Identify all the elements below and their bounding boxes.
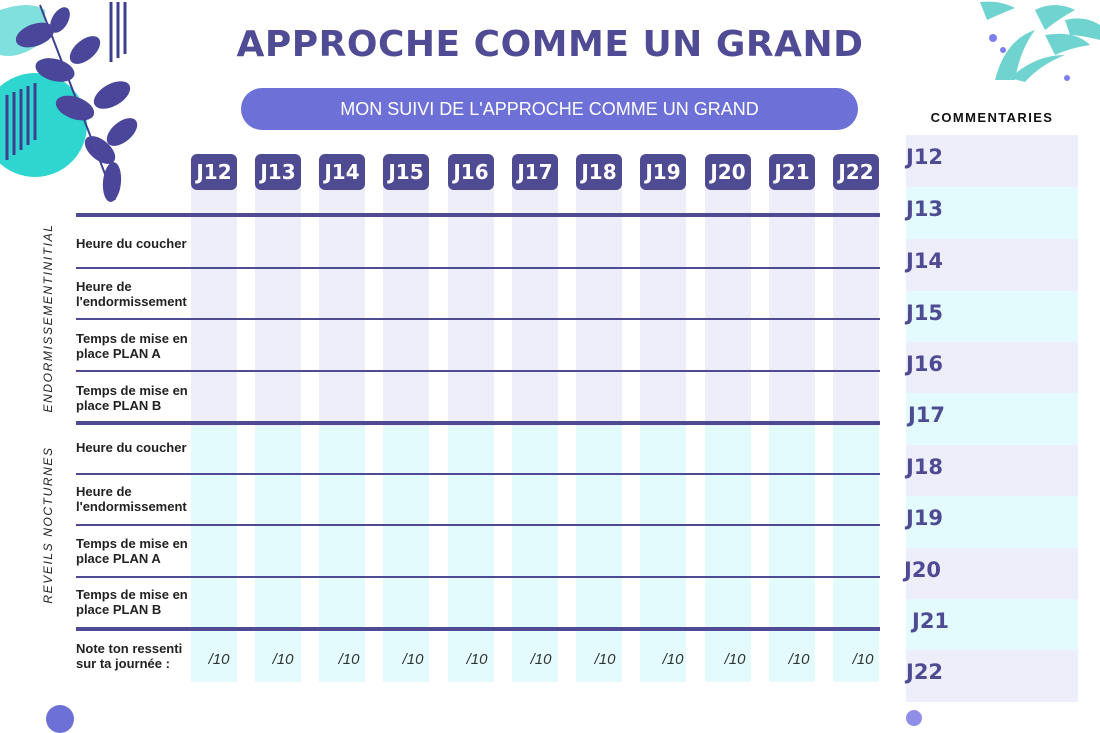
score-cell[interactable]: /10 xyxy=(594,651,616,668)
row-label: Temps de mise en place PLAN A xyxy=(76,536,188,566)
col-bg-top xyxy=(255,186,301,426)
row-label: Heure de l'endormissement xyxy=(76,484,187,514)
comments-title: COMMENTARIES xyxy=(930,110,1054,125)
comment-row[interactable]: J13 xyxy=(906,187,1078,239)
comment-day-label: J13 xyxy=(906,197,944,221)
col-bg-bottom xyxy=(769,426,815,682)
col-bg-bottom xyxy=(448,426,494,682)
col-bg-top xyxy=(383,186,429,426)
divider xyxy=(76,576,880,578)
col-bg-bottom xyxy=(255,426,301,682)
comment-row[interactable]: J16 xyxy=(906,342,1078,394)
dot-decoration-bottom-right xyxy=(906,710,922,726)
score-cell[interactable]: /10 xyxy=(466,651,488,668)
col-bg-top xyxy=(512,186,558,426)
comment-day-label: J16 xyxy=(906,352,944,376)
row-label: Temps de mise en place PLAN B xyxy=(76,383,188,413)
col-bg-bottom xyxy=(512,426,558,682)
leaf-decoration-top-right xyxy=(980,1,1100,82)
score-cell[interactable]: /10 xyxy=(208,651,230,668)
score-cell[interactable]: /10 xyxy=(402,651,424,668)
col-bg-bottom xyxy=(833,426,879,682)
day-header: J22 xyxy=(833,154,879,190)
comment-row[interactable]: J21 xyxy=(906,599,1078,651)
day-header: J12 xyxy=(191,154,237,190)
col-bg-top xyxy=(705,186,751,426)
col-bg-bottom xyxy=(576,426,622,682)
section-label-night: REVEILS NOCTURNES xyxy=(41,446,55,604)
col-bg-top xyxy=(191,186,237,426)
col-bg-bottom xyxy=(705,426,751,682)
page-title: APPROCHE COMME UN GRAND xyxy=(236,24,864,65)
col-bg-bottom xyxy=(191,426,237,682)
divider xyxy=(76,370,880,372)
score-cell[interactable]: /10 xyxy=(530,651,552,668)
row-label: Heure du coucher xyxy=(76,236,187,251)
day-header: J16 xyxy=(448,154,494,190)
day-header: J21 xyxy=(769,154,815,190)
col-bg-top xyxy=(576,186,622,426)
comment-day-label: J18 xyxy=(906,455,944,479)
divider xyxy=(76,627,880,631)
row-label: Heure du coucher xyxy=(76,440,187,455)
comment-day-label: J21 xyxy=(912,609,950,633)
score-cell[interactable]: /10 xyxy=(662,651,684,668)
divider xyxy=(76,318,880,320)
comment-day-label: J14 xyxy=(906,249,944,273)
col-bg-top xyxy=(640,186,686,426)
col-bg-bottom xyxy=(319,426,365,682)
score-cell[interactable]: /10 xyxy=(338,651,360,668)
col-bg-top xyxy=(769,186,815,426)
divider xyxy=(76,473,880,475)
comment-row[interactable]: J19 xyxy=(906,496,1078,548)
col-bg-top xyxy=(319,186,365,426)
comment-day-label: J22 xyxy=(906,660,944,684)
day-header: J13 xyxy=(255,154,301,190)
col-bg-top xyxy=(448,186,494,426)
day-header: J15 xyxy=(383,154,429,190)
col-bg-bottom xyxy=(383,426,429,682)
dot-decoration-bottom-left xyxy=(46,705,74,733)
divider xyxy=(76,213,880,217)
divider xyxy=(76,524,880,526)
leaf-decoration-top-left xyxy=(0,2,138,202)
divider xyxy=(76,267,880,269)
comment-row[interactable]: J17 xyxy=(906,393,1078,445)
subtitle-banner: MON SUIVI DE L'APPROCHE COMME UN GRAND xyxy=(241,88,858,130)
score-cell[interactable]: /10 xyxy=(788,651,810,668)
comment-row[interactable]: J22 xyxy=(906,650,1078,702)
score-cell[interactable]: /10 xyxy=(272,651,294,668)
row-label: Temps de mise en place PLAN B xyxy=(76,587,188,617)
day-header: J17 xyxy=(512,154,558,190)
score-cell[interactable]: /10 xyxy=(852,651,874,668)
comment-row[interactable]: J14 xyxy=(906,239,1078,291)
score-cell[interactable]: /10 xyxy=(724,651,746,668)
comment-row[interactable]: J12 xyxy=(906,135,1078,187)
day-header: J18 xyxy=(576,154,622,190)
row-label: Note ton ressenti sur ta journée : xyxy=(76,641,183,671)
comment-day-label: J20 xyxy=(904,558,942,582)
col-bg-top xyxy=(833,186,879,426)
col-bg-bottom xyxy=(640,426,686,682)
comment-day-label: J15 xyxy=(906,301,944,325)
day-header: J14 xyxy=(319,154,365,190)
row-label: Heure de l'endormissement xyxy=(76,279,187,309)
divider xyxy=(76,421,880,425)
day-header: J20 xyxy=(705,154,751,190)
comment-row[interactable]: J20 xyxy=(904,548,1078,600)
comment-day-label: J19 xyxy=(906,506,944,530)
day-header: J19 xyxy=(640,154,686,190)
comment-day-label: J12 xyxy=(906,145,944,169)
section-label-initial: ENDORMISSEMENTINITIAL xyxy=(41,223,55,413)
comment-day-label: J17 xyxy=(908,403,946,427)
row-label: Temps de mise en place PLAN A xyxy=(76,331,188,361)
comment-row[interactable]: J18 xyxy=(906,445,1078,497)
comment-row[interactable]: J15 xyxy=(906,291,1078,343)
